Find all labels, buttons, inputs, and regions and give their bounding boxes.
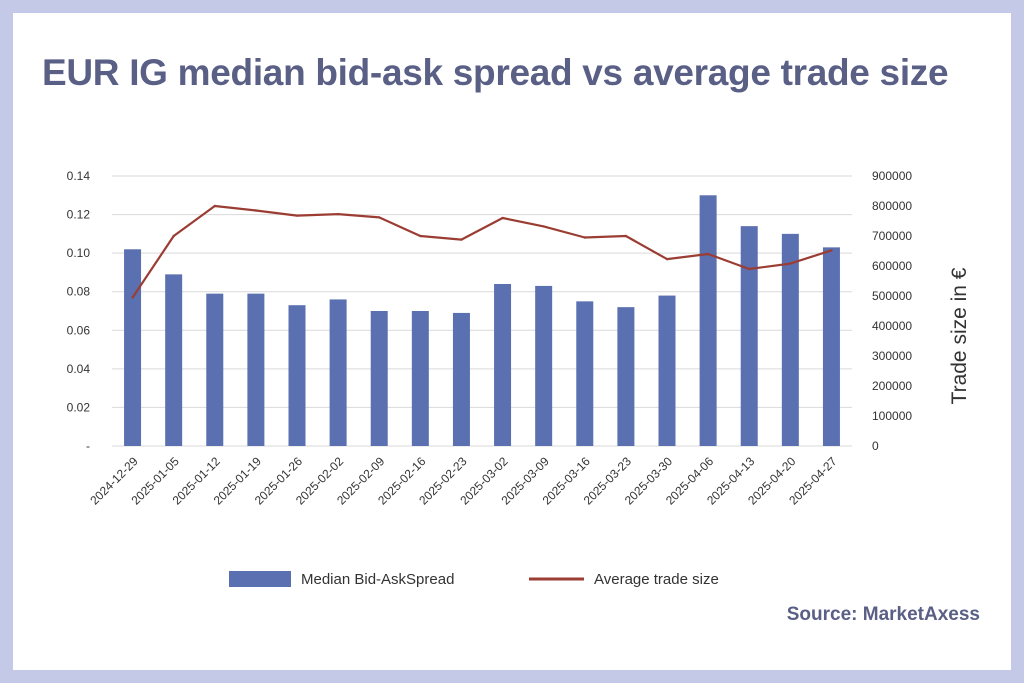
y-right-tick-label: 900000 — [872, 169, 912, 183]
y-right-axis-label: Trade size in € — [948, 267, 971, 404]
line-point — [336, 212, 340, 216]
y-left-tick-label: 0.06 — [67, 323, 91, 337]
bar — [329, 299, 347, 446]
legend-label-bar: Median Bid-AskSpread — [301, 571, 454, 588]
line-point — [501, 216, 504, 220]
legend-swatch-bar — [229, 571, 291, 587]
y-right-tick-label: 400000 — [872, 319, 912, 333]
bar — [288, 305, 306, 446]
bar — [740, 226, 758, 446]
line-series-average-trade-size — [131, 204, 832, 299]
line-point — [706, 252, 710, 256]
y-left-tick-label: 0.02 — [67, 400, 91, 414]
y-right-tick-label: 0 — [872, 439, 879, 453]
line-point — [665, 257, 669, 261]
line-point — [748, 267, 751, 271]
bar — [247, 293, 265, 446]
y-left-tick-label: - — [86, 439, 90, 453]
line-point — [830, 249, 833, 252]
legend-label-line: Average trade size — [594, 571, 719, 588]
y-left-tick-label: 0.04 — [67, 362, 91, 376]
bar — [411, 311, 429, 446]
bar — [822, 247, 840, 446]
y-right-tick-label: 500000 — [872, 289, 912, 303]
bar — [124, 249, 142, 446]
bar — [206, 293, 224, 446]
line-point — [789, 262, 792, 265]
line-point — [419, 234, 422, 238]
bar — [617, 307, 635, 446]
bar — [658, 295, 676, 446]
line-point — [460, 238, 463, 241]
bar — [452, 312, 470, 446]
line-point — [172, 234, 175, 238]
bar — [535, 285, 553, 446]
line-point — [583, 236, 586, 239]
line-point — [378, 216, 381, 219]
source-note: Source: MarketAxess — [786, 604, 980, 625]
bar — [699, 195, 717, 446]
line-point — [295, 214, 299, 217]
y-right-tick-label: 100000 — [872, 409, 912, 423]
y-left-tick-label: 0.08 — [67, 285, 91, 299]
bar — [165, 274, 183, 446]
y-right-tick-label: 700000 — [872, 229, 912, 243]
y-left-tick-label: 0.14 — [67, 169, 91, 183]
chart-title: EUR IG median bid-ask spread vs average … — [42, 52, 949, 93]
line-point — [542, 225, 545, 228]
y-right-tick-label: 200000 — [872, 379, 912, 393]
line-point — [131, 296, 134, 299]
bar — [781, 233, 799, 446]
y-left-tick-label: 0.10 — [67, 246, 91, 260]
y-right-tick-label: 800000 — [872, 199, 912, 213]
y-left-tick-label: 0.12 — [67, 208, 91, 222]
y-right-tick-label: 600000 — [872, 259, 912, 273]
line-point — [254, 209, 258, 212]
bar — [494, 284, 512, 446]
bar — [370, 311, 388, 446]
y-right-tick-label: 300000 — [872, 349, 912, 363]
bar — [576, 301, 594, 446]
line-point — [213, 204, 216, 208]
line-point — [624, 234, 628, 238]
